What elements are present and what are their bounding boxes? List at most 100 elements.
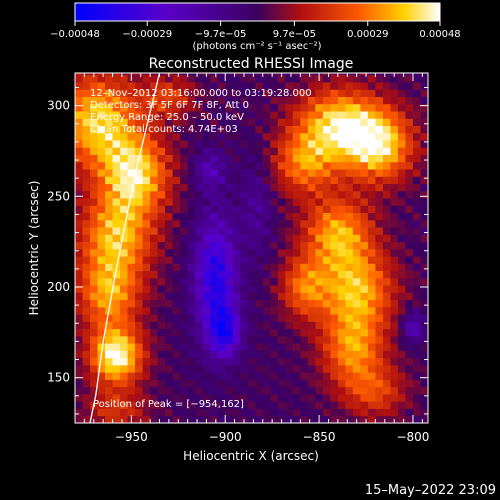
- heatmap-cell: [270, 74, 279, 83]
- heatmap-cell: [90, 343, 98, 351]
- heatmap-cell: [135, 89, 143, 97]
- heatmap-cell: [337, 263, 346, 272]
- heatmap-cell: [232, 183, 241, 192]
- heatmap-cell: [390, 212, 399, 221]
- heatmap-cell: [187, 343, 196, 351]
- heatmap-cell: [142, 364, 151, 373]
- heatmap-cell: [255, 350, 264, 359]
- heatmap-cell: [225, 401, 234, 409]
- heatmap-cell: [375, 248, 384, 257]
- heatmap-cell: [315, 393, 324, 402]
- heatmap-cell: [247, 401, 256, 409]
- heatmap-cell: [300, 270, 309, 279]
- heatmap-cell: [352, 256, 361, 264]
- heatmap-cell: [277, 299, 286, 308]
- heatmap-cell: [90, 364, 98, 373]
- heatmap-cell: [262, 161, 271, 170]
- heatmap-cell: [210, 205, 219, 214]
- heatmap-cell: [195, 111, 204, 119]
- heatmap-cell: [82, 103, 91, 112]
- heatmap-cell: [135, 256, 143, 264]
- heatmap-cell: [105, 176, 113, 185]
- heatmap-cell: [420, 125, 428, 134]
- heatmap-cell: [277, 190, 286, 199]
- heatmap-cell: [337, 96, 346, 105]
- heatmap-cell: [97, 190, 106, 199]
- heatmap-cell: [315, 227, 324, 235]
- heatmap-cell: [232, 147, 241, 155]
- heatmap-cell: [397, 227, 406, 235]
- heatmap-cell: [112, 386, 121, 395]
- heatmap-cell: [337, 111, 346, 119]
- heatmap-cell: [165, 82, 174, 90]
- heatmap-cell: [412, 198, 421, 206]
- heatmap-cell: [120, 386, 128, 395]
- heatmap-cell: [232, 386, 241, 395]
- heatmap-cell: [217, 277, 226, 286]
- heatmap-cell: [345, 393, 354, 402]
- heatmap-cell: [307, 169, 316, 177]
- heatmap-cell: [82, 198, 91, 206]
- heatmap-cell: [285, 401, 294, 409]
- heatmap-cell: [165, 154, 174, 163]
- heatmap-cell: [330, 132, 339, 141]
- heatmap-cell: [97, 401, 106, 409]
- heatmap-cell: [195, 103, 204, 112]
- heatmap-cell: [300, 74, 309, 83]
- heatmap-cell: [240, 379, 249, 388]
- heatmap-cell: [360, 256, 369, 264]
- x-tick-label: −900: [209, 430, 242, 444]
- heatmap-cell: [412, 401, 421, 409]
- heatmap-cell: [232, 118, 241, 126]
- heatmap-cell: [255, 147, 264, 155]
- heatmap-cell: [165, 393, 174, 402]
- heatmap-cell: [390, 161, 399, 170]
- heatmap-cell: [330, 176, 339, 185]
- heatmap-cell: [135, 140, 143, 148]
- heatmap-cell: [345, 379, 354, 388]
- heatmap-cell: [232, 335, 241, 344]
- heatmap-cell: [172, 401, 181, 409]
- heatmap-cell: [120, 263, 128, 272]
- heatmap-cell: [360, 292, 369, 301]
- heatmap-cell: [420, 285, 428, 293]
- heatmap-cell: [127, 314, 136, 322]
- heatmap-cell: [187, 183, 196, 192]
- heatmap-cell: [315, 183, 324, 192]
- heatmap-cell: [165, 372, 174, 380]
- heatmap-cell: [315, 343, 324, 351]
- heatmap-cell: [217, 343, 226, 351]
- heatmap-cell: [270, 96, 279, 105]
- heatmap-cell: [195, 357, 204, 366]
- heatmap-cell: [315, 147, 324, 155]
- heatmap-cell: [157, 306, 166, 315]
- heatmap-cell: [277, 176, 286, 185]
- heatmap-cell: [120, 401, 128, 409]
- heatmap-cell: [225, 386, 234, 395]
- heatmap-cell: [262, 176, 271, 185]
- heatmap-cell: [165, 118, 174, 126]
- heatmap-cell: [360, 205, 369, 214]
- heatmap-cell: [225, 147, 234, 155]
- heatmap-cell: [210, 263, 219, 272]
- heatmap-cell: [270, 314, 279, 322]
- heatmap-cell: [82, 89, 91, 97]
- heatmap-cell: [240, 154, 249, 163]
- heatmap-cell: [217, 292, 226, 301]
- heatmap-cell: [255, 248, 264, 257]
- heatmap-cell: [240, 219, 249, 228]
- heatmap-cell: [412, 285, 421, 293]
- heatmap-cell: [330, 256, 339, 264]
- heatmap-cell: [180, 321, 189, 330]
- heatmap-cell: [352, 234, 361, 243]
- heatmap-cell: [262, 299, 271, 308]
- heatmap-cell: [270, 299, 279, 308]
- heatmap-cell: [412, 299, 421, 308]
- heatmap-cell: [217, 82, 226, 90]
- heatmap-cell: [292, 285, 301, 293]
- heatmap-cell: [375, 74, 384, 83]
- heatmap-cell: [120, 328, 128, 337]
- heatmap-cell: [187, 357, 196, 366]
- heatmap-cell: [397, 169, 406, 177]
- heatmap-cell: [382, 118, 391, 126]
